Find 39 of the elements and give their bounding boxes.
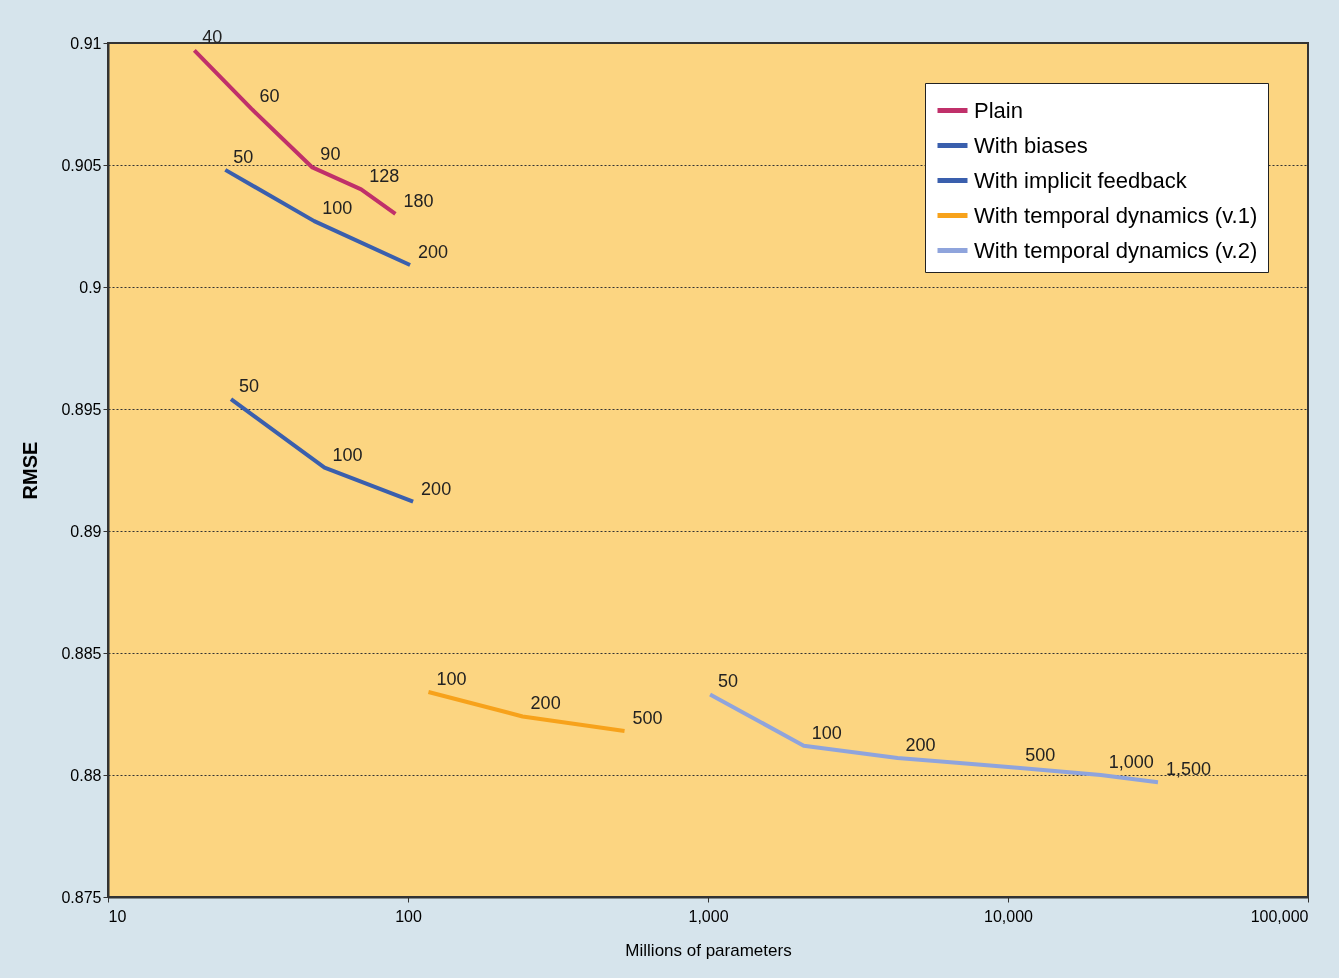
annotation: 200: [418, 242, 449, 263]
x-axis-title: Millions of parameters: [625, 940, 792, 960]
x-tick-label: 10,000: [984, 907, 1034, 925]
annotation: 90: [320, 144, 341, 165]
y-tick-label: 0.89: [70, 522, 102, 540]
y-tick-label: 0.875: [61, 888, 102, 906]
annotation: 200: [905, 734, 936, 755]
x-tick-label: 100: [395, 907, 422, 925]
legend-label: With temporal dynamics (v.1): [974, 202, 1258, 228]
legend-label: Plain: [974, 97, 1023, 123]
annotation: 500: [632, 708, 663, 729]
annotation: 50: [238, 376, 260, 397]
y-tick-label: 0.895: [61, 400, 102, 418]
y-tick-label: 0.91: [70, 34, 102, 52]
x-tick-label: 1,000: [688, 907, 729, 925]
annotation: 100: [322, 198, 353, 219]
legend-label: With biases: [974, 132, 1088, 158]
y-tick-label: 0.9: [79, 278, 102, 296]
annotation: 100: [332, 444, 363, 465]
annotation: 128: [369, 166, 400, 187]
y-tick-label: 0.885: [61, 644, 102, 662]
legend-label: With implicit feedback: [974, 167, 1188, 193]
annotation: 50: [718, 671, 739, 692]
x-tick-label: 100,000: [1250, 907, 1309, 925]
annotation: 100: [436, 669, 467, 690]
annotation: 200: [421, 478, 452, 499]
annotation: 100: [811, 722, 842, 743]
legend-label: With temporal dynamics (v.2): [974, 237, 1258, 263]
y-axis-title: RMSE: [19, 441, 42, 500]
y-tick-label: 0.905: [61, 156, 102, 174]
x-tick-label: 10: [108, 907, 127, 925]
annotation: 1,500: [1165, 759, 1212, 780]
annotation: 60: [259, 85, 280, 106]
annotation: 180: [403, 190, 434, 211]
annotation: 200: [530, 693, 561, 714]
annotation: 1,000: [1108, 752, 1154, 772]
annotation: 50: [233, 146, 254, 167]
y-tick-label: 0.88: [70, 766, 102, 784]
annotation: 500: [1025, 744, 1056, 765]
